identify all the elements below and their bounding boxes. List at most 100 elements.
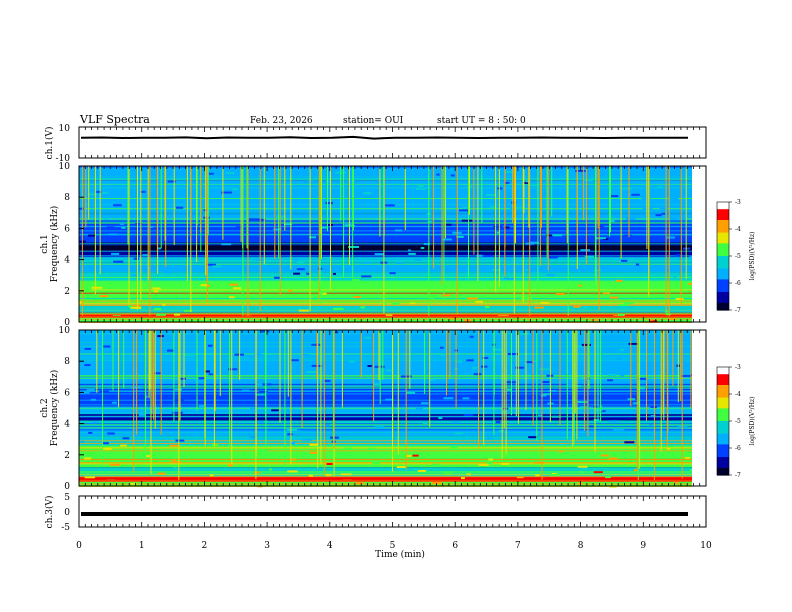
cb1-swatch-12: [717, 223, 729, 226]
figure-title: VLF Spectra: [79, 113, 150, 126]
cb2-swatch-36: [717, 431, 729, 435]
ch2-spectrogram-image: [79, 330, 706, 488]
cb1-swatch-31: [717, 257, 729, 261]
cb2-swatch-30: [717, 421, 729, 424]
time-tick-label-4: 4: [327, 541, 333, 551]
cb2-swatch-41: [717, 440, 729, 444]
ch1-yticks-label-10: 10: [59, 162, 71, 172]
cb1-swatch-51: [717, 293, 729, 297]
cb2-swatch-46: [717, 449, 729, 453]
cb2-swatch-22: [717, 406, 729, 409]
cb2-swatch-28: [717, 417, 729, 420]
cb1-swatch-10: [717, 220, 729, 223]
cb1-swatch-59: [717, 308, 729, 311]
cb2-swatch-34: [717, 428, 729, 431]
cb1-swatch-55: [717, 301, 729, 304]
cb2-swatch-43: [717, 444, 729, 447]
cb1-swatch-33: [717, 261, 729, 264]
time-tick-label-7: 7: [515, 541, 521, 551]
cb1-swatch-50: [717, 292, 729, 295]
ch1-yticks-label-4: 4: [64, 256, 70, 266]
cb1-swatch-39: [717, 272, 729, 275]
cb2-swatch-15: [717, 394, 729, 397]
cb1-tick-4: -7: [735, 307, 741, 314]
date-label: Feb. 23, 2026: [250, 116, 313, 126]
cb2-swatch-20: [717, 403, 729, 406]
cb1-swatch-0: [717, 202, 729, 205]
cb1-swatch-49: [717, 290, 729, 293]
cb2-tick-3: -6: [735, 445, 741, 452]
cb2-swatch-7: [717, 379, 729, 382]
ch1-colorbar: -3 -4 -5 -6 -7 log(PSD)(V²/Hz): [716, 199, 756, 314]
ch2-yticks-label-8: 8: [64, 357, 70, 367]
cb2-swatch-42: [717, 442, 729, 445]
cb2-swatch-39: [717, 437, 729, 440]
cb2-swatch-59: [717, 473, 729, 476]
time-tick-label-1: 1: [139, 541, 145, 551]
ch1-spectrogram-image: [79, 166, 706, 323]
cb2-tick-0: -3: [735, 364, 741, 371]
cb2-swatch-48: [717, 453, 729, 456]
cb2-swatch-5: [717, 376, 729, 379]
cb1-swatch-37: [717, 268, 729, 271]
ch1-ytick-bottom: -10: [56, 154, 71, 164]
cb2-swatch-10: [717, 385, 729, 388]
ch1-yticks-label-2: 2: [64, 287, 70, 297]
ch1-yticks-label-6: 6: [64, 224, 70, 234]
cb1-swatch-35: [717, 265, 729, 268]
cb1-swatch-52: [717, 295, 729, 298]
ch2-yticks-label-4: 4: [64, 420, 70, 430]
cb1-swatch-22: [717, 241, 729, 244]
cb1-swatch-36: [717, 266, 729, 270]
ch3-waveform-panel: 5 0 -5 ch.3(V): [44, 493, 707, 533]
cb2-swatch-49: [717, 455, 729, 458]
cb2-swatch-50: [717, 457, 729, 460]
cb1-swatch-34: [717, 263, 729, 266]
ch1-yticks-label-0: 0: [64, 318, 70, 328]
cb1-swatch-6: [717, 212, 729, 216]
ch3-waveform-ylabel: ch.3(V): [44, 496, 55, 529]
cb2-swatch-9: [717, 383, 729, 386]
cb2-swatch-27: [717, 415, 729, 418]
cb1-swatch-16: [717, 230, 729, 234]
cb2-tick-2: -5: [735, 418, 741, 425]
ch2-frequency-ylabel: Frequency (kHz): [49, 370, 60, 447]
cb1-swatch-8: [717, 216, 729, 219]
ch2-yticks-label-0: 0: [64, 482, 70, 492]
ch1-channel-label: ch.1: [40, 234, 50, 253]
time-tick-label-3: 3: [264, 541, 270, 551]
ch2-channel-label: ch.2: [40, 398, 50, 417]
cb2-label: log(PSD)(V²/Hz): [749, 397, 756, 446]
cb2-swatch-6: [717, 377, 729, 381]
cb2-swatch-2: [717, 370, 729, 373]
cb1-swatch-57: [717, 304, 729, 307]
ch1-ytick-top: 10: [59, 124, 71, 134]
time-tick-label-2: 2: [202, 541, 208, 551]
cb2-swatch-58: [717, 471, 729, 474]
cb1-tick-3: -6: [735, 280, 741, 287]
cb2-swatch-17: [717, 397, 729, 400]
cb1-swatch-29: [717, 254, 729, 257]
time-tick-label-6: 6: [452, 541, 458, 551]
time-axis-label: Time (min): [375, 549, 425, 560]
cb1-tick-0: -3: [735, 199, 741, 206]
time-tick-label-10: 10: [700, 541, 712, 551]
cb1-label: log(PSD)(V²/Hz): [749, 232, 756, 281]
cb2-swatch-24: [717, 410, 729, 413]
ch2-yticks-label-10: 10: [59, 326, 71, 336]
cb1-tick-2: -5: [735, 253, 741, 260]
cb1-swatch-2: [717, 205, 729, 208]
cb2-swatch-31: [717, 422, 729, 426]
cb1-swatch-1: [717, 203, 729, 207]
cb1-swatch-25: [717, 247, 729, 250]
cb2-swatch-35: [717, 430, 729, 433]
cb1-tick-1: -4: [735, 226, 741, 233]
cb2-swatch-12: [717, 388, 729, 391]
cb2-swatch-3: [717, 372, 729, 375]
cb1-swatch-9: [717, 218, 729, 221]
cb1-swatch-30: [717, 256, 729, 259]
cb1-swatch-27: [717, 250, 729, 253]
cb1-swatch-23: [717, 243, 729, 246]
ch1-waveform-ylabel: ch.1(V): [44, 127, 55, 160]
cb1-swatch-21: [717, 239, 729, 243]
